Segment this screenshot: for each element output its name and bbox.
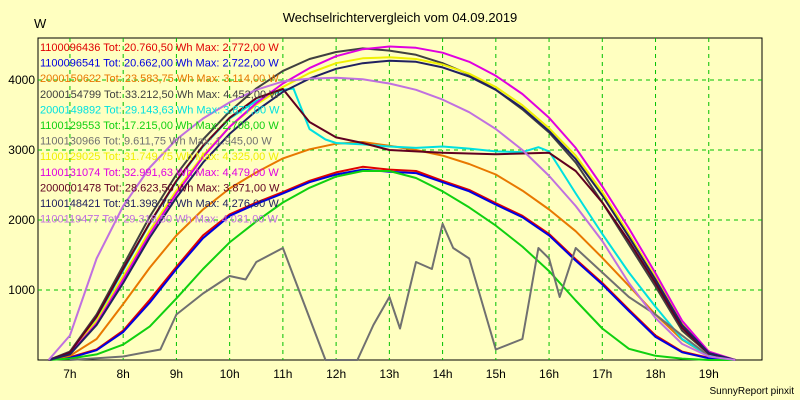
x-tick-label: 14h xyxy=(433,367,453,381)
legend-entry: 2000001478 Tot: 28.623,50 Wh Max: 3.871,… xyxy=(40,182,280,194)
x-tick-label: 9h xyxy=(170,367,183,381)
x-tick-label: 7h xyxy=(63,367,76,381)
y-tick-label: 1000 xyxy=(8,283,35,297)
y-axis-unit-label: W xyxy=(34,16,47,31)
legend: 1100096436 Tot: 20.760,50 Wh Max: 2.772,… xyxy=(40,42,280,226)
y-tick-label: 4000 xyxy=(8,73,35,87)
footer-credit: SunnyReport pinxit xyxy=(710,386,795,397)
series-line-1100119477 xyxy=(47,76,736,361)
legend-entry: 1100129553 Tot: 17.215,00 Wh Max: 2.708,… xyxy=(40,120,279,132)
legend-entry: 1100119477 Tot: 29.318,50 Wh Max: 4.031,… xyxy=(40,214,279,226)
legend-entry: 1100131074 Tot: 32.991,63 Wh Max: 4.479,… xyxy=(40,167,279,179)
y-tick-label: 3000 xyxy=(8,143,35,157)
x-tick-label: 19h xyxy=(699,367,719,381)
legend-entry: 2000154799 Tot: 33.212,50 Wh Max: 4.452,… xyxy=(40,89,280,101)
x-tick-label: 17h xyxy=(592,367,612,381)
series-line-1100130966 xyxy=(69,222,710,361)
series-lines xyxy=(47,45,736,361)
series-line-1100129553 xyxy=(48,170,736,361)
series-line-2000001478 xyxy=(48,88,736,361)
x-tick-label: 13h xyxy=(379,367,399,381)
x-tick-label: 16h xyxy=(539,367,559,381)
legend-entry: 1100129025 Tot: 31.749,75 Wh Max: 4.325,… xyxy=(40,151,279,163)
x-tick-label: 12h xyxy=(326,367,346,381)
legend-entry: 1100096436 Tot: 20.760,50 Wh Max: 2.772,… xyxy=(40,42,279,54)
legend-entry: 1100096541 Tot: 20.662,00 Wh Max: 2.722,… xyxy=(40,58,279,70)
series-line-2000154799 xyxy=(48,47,736,361)
x-tick-label: 18h xyxy=(646,367,666,381)
x-tick-label: 10h xyxy=(220,367,240,381)
legend-entry: 2000150622 Tot: 23.583,75 Wh Max: 3.114,… xyxy=(40,73,279,85)
y-tick-label: 2000 xyxy=(8,213,35,227)
legend-entry: 1100130966 Tot: 9.611,75 Wh Max: 1.945,0… xyxy=(40,136,272,148)
x-tick-label: 11h xyxy=(273,367,292,381)
series-line-1100131074 xyxy=(48,45,736,361)
x-tick-label: 15h xyxy=(486,367,506,381)
plot-frame xyxy=(37,37,763,361)
series-line-1100096436 xyxy=(48,165,736,361)
tick-labels: 7h 8h 9h 10h 11h 12h 13h 14h 15h 16h 17h 18h 19h 1000… xyxy=(8,73,718,381)
legend-entry: 2000149892 Tot: 29.143,63 Wh Max: 3.877,… xyxy=(40,104,280,116)
x-tick-label: 8h xyxy=(116,367,129,381)
series-line-1100148421 xyxy=(48,59,736,361)
legend-entry: 1100148421 Tot: 31.398,75 Wh Max: 4.276,… xyxy=(40,198,279,210)
chart-title: Wechselrichtervergleich vom 04.09.2019 xyxy=(283,10,518,25)
series-line-1100129025 xyxy=(48,56,736,361)
